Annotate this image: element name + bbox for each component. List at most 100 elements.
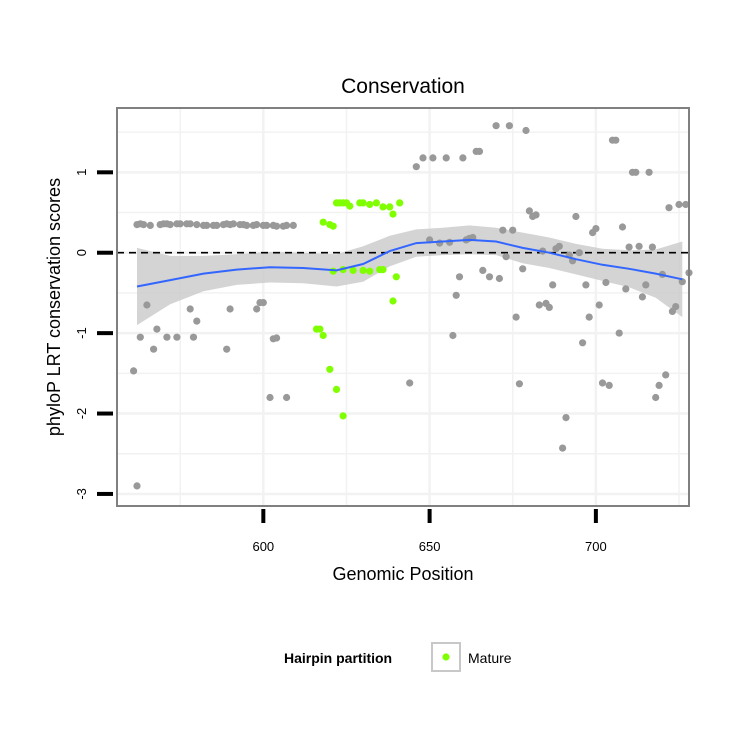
point-other	[512, 313, 520, 321]
point-other	[153, 325, 161, 333]
point-other	[592, 225, 600, 233]
legend: Hairpin partition Mature	[284, 642, 512, 672]
plot-panel	[116, 107, 693, 507]
point-mature	[386, 203, 394, 211]
point-other	[602, 278, 610, 287]
point-other	[499, 226, 507, 234]
point-other	[645, 168, 653, 176]
point-other	[598, 379, 607, 387]
panel-background	[117, 108, 689, 506]
point-other	[226, 305, 234, 313]
point-mature	[389, 297, 397, 305]
y-axis-title: phyloP LRT conservation scores	[44, 178, 64, 436]
point-mature	[326, 365, 334, 373]
point-other	[406, 379, 414, 387]
point-mature	[366, 267, 374, 275]
point-other	[502, 253, 510, 261]
point-other	[492, 122, 500, 130]
point-mature	[389, 210, 397, 218]
point-other	[635, 242, 643, 250]
point-other	[419, 154, 427, 162]
point-mature	[332, 385, 341, 393]
smooth-trend-line	[136, 238, 683, 288]
x-tick-label: 650	[419, 539, 441, 554]
points-layer	[130, 122, 693, 490]
point-other	[273, 334, 281, 342]
y-axis: -3 -2 -1 0 1	[74, 169, 113, 500]
point-other	[455, 273, 464, 281]
point-other	[665, 204, 673, 212]
point-other	[555, 242, 563, 250]
x-tick-label: 700	[585, 539, 607, 554]
point-other	[173, 333, 181, 341]
point-other	[505, 122, 513, 130]
panel-border	[116, 107, 690, 507]
x-tick-label: 600	[252, 539, 274, 554]
point-other	[632, 168, 640, 176]
point-other	[193, 221, 201, 229]
x-axis: 600 650 700	[252, 509, 607, 554]
point-other	[446, 238, 454, 246]
point-mature	[359, 199, 367, 207]
point-other	[449, 331, 457, 340]
point-other	[572, 212, 580, 221]
y-tick-label: 0	[74, 249, 89, 256]
point-other	[612, 136, 620, 144]
point-other	[193, 317, 201, 325]
point-other	[672, 303, 680, 311]
point-other	[452, 291, 460, 299]
point-other	[648, 243, 657, 251]
grid-lines	[117, 108, 689, 506]
point-other	[515, 380, 524, 388]
point-other	[429, 154, 437, 162]
point-other	[522, 126, 530, 135]
chart-title: Conservation	[341, 75, 465, 98]
point-mature	[329, 222, 337, 230]
point-other	[675, 200, 683, 209]
point-other	[532, 211, 540, 219]
point-other	[662, 371, 670, 379]
point-other	[140, 221, 148, 229]
y-tick-label: -3	[74, 488, 89, 500]
point-other	[163, 333, 171, 341]
point-mature	[349, 266, 357, 274]
smooth-line-layer	[136, 238, 683, 288]
point-mature	[366, 200, 374, 209]
point-mature	[339, 412, 347, 420]
legend-label-mature: Mature	[468, 650, 512, 666]
point-other	[509, 226, 517, 234]
point-other	[189, 333, 198, 341]
point-mature	[372, 199, 380, 207]
point-other	[259, 299, 267, 307]
point-mature	[379, 266, 387, 274]
point-other	[642, 281, 650, 289]
point-other	[545, 303, 553, 311]
point-other	[622, 285, 630, 293]
y-tick-label: -1	[74, 327, 89, 339]
point-other	[682, 200, 690, 209]
point-other	[143, 301, 151, 309]
point-mature	[359, 266, 367, 274]
point-other	[289, 221, 297, 229]
point-other	[519, 265, 527, 273]
legend-title: Hairpin partition	[284, 650, 392, 666]
point-mature	[396, 199, 404, 207]
point-other	[223, 345, 231, 353]
point-other	[638, 293, 647, 301]
point-other	[253, 221, 261, 229]
point-other	[263, 221, 271, 229]
point-mature	[319, 331, 327, 340]
point-mature	[379, 203, 387, 211]
point-other	[562, 414, 570, 422]
point-other	[176, 220, 184, 228]
point-other	[243, 221, 251, 229]
point-other	[442, 154, 450, 162]
point-other	[595, 301, 603, 309]
y-tick-label: -2	[74, 408, 89, 420]
point-other	[273, 222, 281, 230]
point-other	[229, 220, 237, 228]
point-other	[652, 393, 660, 402]
point-mature	[346, 202, 354, 210]
point-other	[535, 301, 543, 309]
